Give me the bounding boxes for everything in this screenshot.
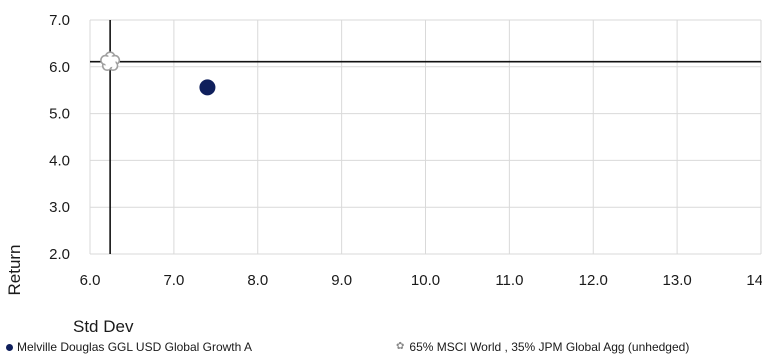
x-axis-title: Std Dev xyxy=(73,317,134,336)
scatter-chart: 7.0 6.0 5.0 4.0 3.0 2.0 6.0 7.0 8.0 9.0 10.0 11.0 1… xyxy=(5,12,762,336)
y-tick-label: 5.0 xyxy=(49,106,70,123)
legend-label-benchmark: 65% MSCI World , 35% JPM Global Agg (unh… xyxy=(409,340,690,354)
legend-item-benchmark: ✿ 65% MSCI World , 35% JPM Global Agg (u… xyxy=(396,340,689,354)
x-tick-label: 7.0 xyxy=(163,272,184,289)
legend-label-fund: Melville Douglas GGL USD Global Growth A xyxy=(17,340,252,354)
x-tick-label: 11.0 xyxy=(495,272,523,289)
data-point-benchmark xyxy=(100,51,121,71)
y-tick-label: 4.0 xyxy=(49,152,70,169)
grid xyxy=(89,19,762,255)
x-tick-label: 14.0 xyxy=(746,272,762,289)
x-tick-label: 6.0 xyxy=(80,272,101,289)
x-tick-label: 10.0 xyxy=(411,272,440,289)
y-tick-label: 2.0 xyxy=(49,246,70,263)
x-tick-label: 9.0 xyxy=(331,272,352,289)
x-tick-label: 12.0 xyxy=(579,272,608,289)
y-tick-label: 7.0 xyxy=(49,12,70,29)
y-axis-tick-labels: 7.0 6.0 5.0 4.0 3.0 2.0 xyxy=(49,12,70,263)
data-points xyxy=(100,51,216,96)
y-tick-label: 6.0 xyxy=(49,59,70,76)
y-axis-title: Return xyxy=(5,244,24,295)
legend: Melville Douglas GGL USD Global Growth A… xyxy=(0,340,762,356)
x-tick-label: 8.0 xyxy=(247,272,268,289)
x-tick-label: 13.0 xyxy=(663,272,692,289)
y-tick-label: 3.0 xyxy=(49,199,70,216)
flower-marker-icon: ✿ xyxy=(396,341,405,352)
legend-item-fund: Melville Douglas GGL USD Global Growth A xyxy=(6,340,252,354)
circle-marker-icon xyxy=(6,343,13,351)
x-axis-tick-labels: 6.0 7.0 8.0 9.0 10.0 11.0 12.0 13.0 14.0 xyxy=(80,272,762,289)
data-point-fund xyxy=(199,79,216,96)
